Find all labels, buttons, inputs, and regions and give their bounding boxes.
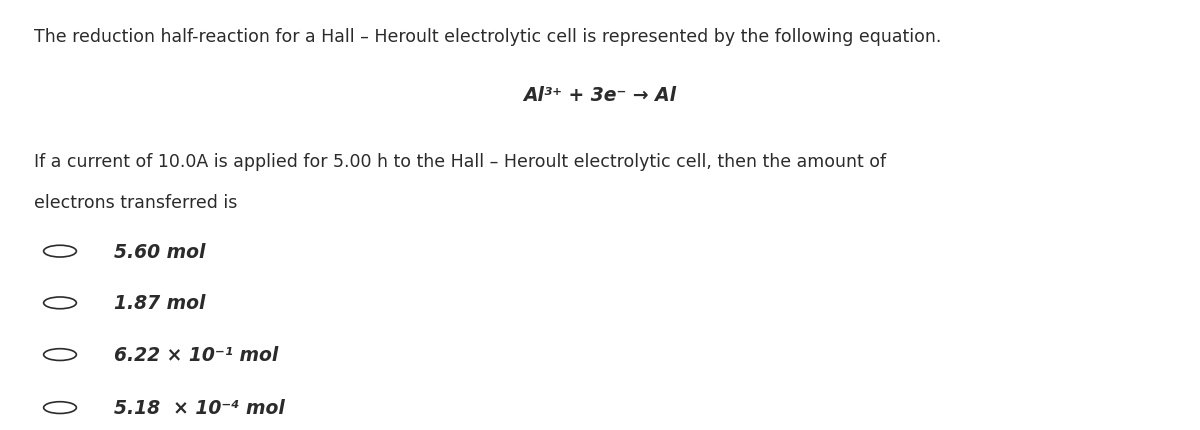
Text: The reduction half-reaction for a Hall – Heroult electrolytic cell is represente: The reduction half-reaction for a Hall –… [34,28,941,46]
Text: electrons transferred is: electrons transferred is [34,194,236,212]
Text: 5.60 mol: 5.60 mol [114,242,205,261]
Text: 6.22 × 10⁻¹ mol: 6.22 × 10⁻¹ mol [114,345,278,364]
Text: 5.18  × 10⁻⁴ mol: 5.18 × 10⁻⁴ mol [114,398,284,417]
Text: Al³⁺ + 3e⁻ → Al: Al³⁺ + 3e⁻ → Al [523,86,677,105]
Text: If a current of 10.0A is applied for 5.00 h to the Hall – Heroult electrolytic c: If a current of 10.0A is applied for 5.0… [34,153,886,171]
Text: 1.87 mol: 1.87 mol [114,294,205,313]
